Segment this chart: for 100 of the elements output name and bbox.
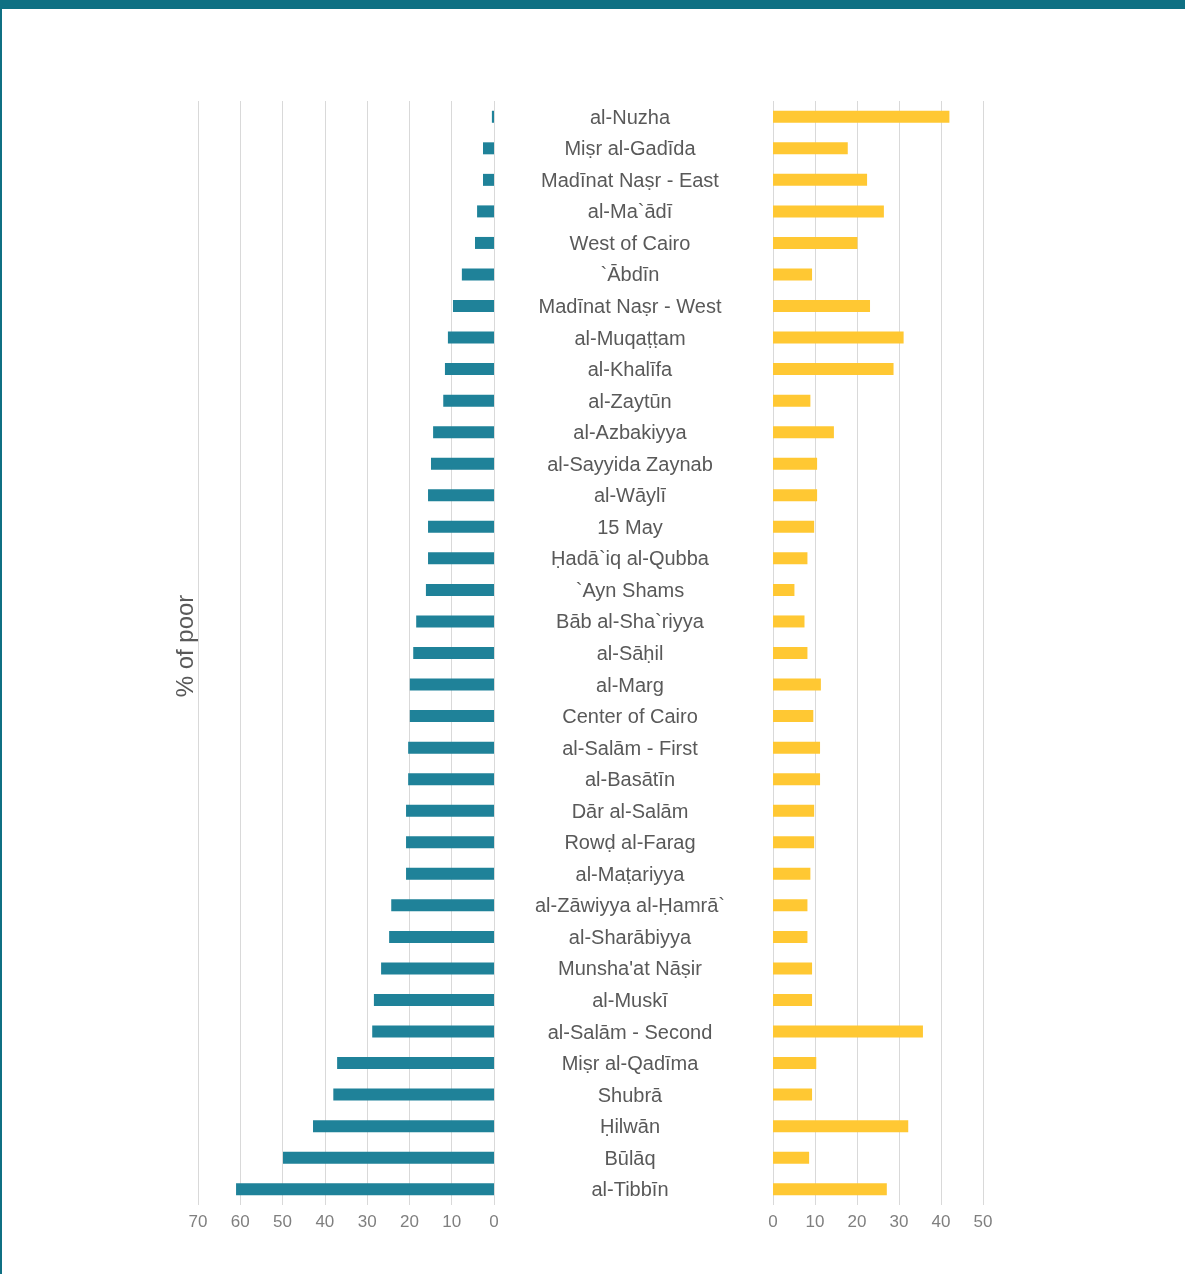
bar xyxy=(773,804,815,817)
y-tick-label: al-Zāwiyya al-Ḥamrā` xyxy=(534,894,726,917)
bar xyxy=(236,1183,494,1196)
y-tick-label: al-Sāḥil xyxy=(596,642,664,664)
y-tick-label: Būlāq xyxy=(604,1146,656,1169)
x-tick-label: 50 xyxy=(973,1212,993,1231)
bar xyxy=(428,520,494,533)
y-tick-label: Shubrā xyxy=(597,1083,664,1106)
y-tick-label: al-Salām - Second xyxy=(547,1020,713,1043)
bar xyxy=(773,741,821,754)
bar xyxy=(773,993,813,1006)
bar xyxy=(373,993,494,1006)
bar xyxy=(406,867,494,880)
bar xyxy=(443,394,494,407)
bar xyxy=(428,489,494,502)
bar xyxy=(773,1025,923,1038)
bar xyxy=(409,710,494,723)
y-tick-label: al-Marg xyxy=(596,673,664,696)
bar xyxy=(773,520,815,533)
bar xyxy=(773,1151,810,1164)
y-tick-label: al-Muskī xyxy=(592,988,669,1011)
y-tick-label: Rowḍ al-Farag xyxy=(564,831,696,854)
bar xyxy=(773,489,818,502)
bar xyxy=(773,110,950,123)
bar xyxy=(773,426,834,439)
bar xyxy=(425,583,494,596)
y-tick-label: al-Muqaṭṭam xyxy=(574,326,686,349)
bar xyxy=(773,331,904,344)
bar xyxy=(333,1088,494,1101)
x-tick-label: 0 xyxy=(489,1212,499,1231)
y-tick-label: Dār al-Salām xyxy=(571,799,689,822)
x-tick-label: 20 xyxy=(399,1212,419,1231)
bar xyxy=(773,363,894,376)
bar xyxy=(408,741,494,754)
bar xyxy=(428,552,494,565)
bar xyxy=(408,773,494,786)
bar xyxy=(282,1151,494,1164)
bar xyxy=(391,899,494,912)
x-tick-label: 40 xyxy=(315,1212,335,1231)
bar xyxy=(413,647,494,659)
bar xyxy=(474,236,494,249)
y-tick-label: al-Ma`ādī xyxy=(587,200,673,223)
y-tick-label: al-Sayyida Zaynab xyxy=(547,452,713,475)
bar xyxy=(773,205,884,218)
bar xyxy=(773,962,813,975)
bar xyxy=(483,142,494,155)
bar xyxy=(416,615,494,628)
y-tick-label: 15 May xyxy=(597,515,663,538)
bar xyxy=(477,205,494,218)
y-tick-label: al-Azbakiyya xyxy=(573,421,688,444)
bar xyxy=(491,110,494,123)
bar xyxy=(773,710,814,723)
bar xyxy=(773,583,795,596)
y-tick-label: `Ayn Shams xyxy=(575,578,685,601)
bar xyxy=(406,836,494,849)
y-tick-label: al-Wāylī xyxy=(593,484,667,507)
bar xyxy=(773,678,821,691)
bar xyxy=(773,142,848,155)
bar xyxy=(372,1025,494,1038)
x-tick-label: 10 xyxy=(442,1212,462,1231)
bar xyxy=(773,1088,813,1101)
bar xyxy=(773,457,818,470)
bar xyxy=(444,363,494,376)
x-tick-label: 40 xyxy=(931,1212,951,1231)
y-tick-label: Munsha'at Nāṣir xyxy=(558,957,703,980)
y-tick-label: al-Zaytūn xyxy=(588,389,672,412)
x-tick-label: 70 xyxy=(188,1212,208,1231)
y-tick-label: al-Maṭariyya xyxy=(575,862,686,885)
y-tick-label: Ḥilwān xyxy=(599,1115,661,1138)
bar xyxy=(773,1120,909,1133)
y-tick-label: al-Basātīn xyxy=(584,768,676,791)
bar xyxy=(773,647,808,659)
bar xyxy=(773,236,858,249)
y-tick-label: al-Nuzha xyxy=(589,105,671,128)
bar xyxy=(452,300,494,313)
y-tick-label: `Ābdīn xyxy=(600,263,660,286)
bar xyxy=(773,268,813,281)
bar xyxy=(433,426,494,439)
x-tick-label: 30 xyxy=(889,1212,909,1231)
bar xyxy=(773,867,811,880)
y-tick-label: Madīnat Naṣr - West xyxy=(538,295,722,318)
bar xyxy=(337,1057,494,1070)
y-tick-label: Miṣr al-Gadīda xyxy=(564,137,697,160)
x-tick-label: 0 xyxy=(768,1212,778,1231)
bar xyxy=(447,331,494,344)
bar xyxy=(773,173,868,186)
bar xyxy=(773,930,808,943)
bar xyxy=(461,268,494,281)
bar xyxy=(773,615,805,628)
y-tick-label: Miṣr al-Qadīma xyxy=(561,1052,700,1075)
y-tick-label: al-Salām - First xyxy=(562,736,699,759)
bar xyxy=(381,962,494,975)
y-axis-title: % of poor xyxy=(170,594,198,698)
y-tick-label: al-Khalīfa xyxy=(587,358,674,381)
bar xyxy=(773,899,808,912)
bar xyxy=(389,930,494,943)
y-tick-label: al-Tibbīn xyxy=(591,1178,669,1201)
bar xyxy=(773,1057,817,1070)
bar xyxy=(313,1120,494,1133)
bar xyxy=(773,552,808,565)
